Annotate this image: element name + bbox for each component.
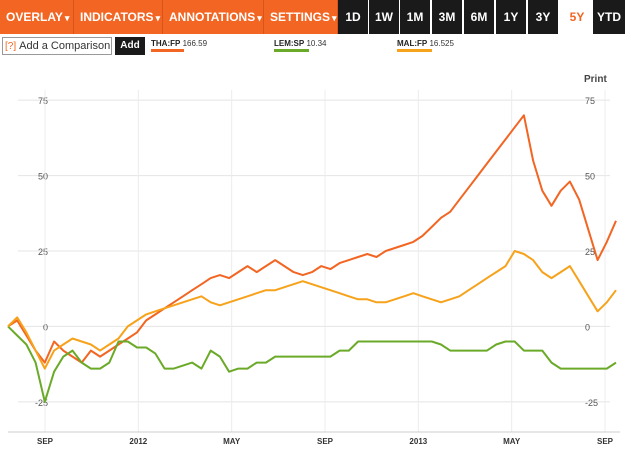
help-icon[interactable]: [?] [5, 41, 17, 52]
y-tick-label-right: -25 [585, 398, 598, 408]
annotations-menu-label: ANNOTATIONS [169, 10, 256, 24]
y-tick-label-left: 75 [38, 96, 48, 106]
series-line-lemsp [7, 325, 617, 403]
y-tick-label-left: -25 [35, 398, 48, 408]
range-1m-button[interactable]: 1M [400, 0, 430, 34]
x-tick-label: MAY [223, 437, 241, 446]
range-3y-button[interactable]: 3Y [528, 0, 558, 34]
legend-swatch-mal [397, 49, 432, 52]
range-1w-button[interactable]: 1W [369, 0, 399, 34]
settings-menu-label: SETTINGS [270, 10, 331, 24]
x-tick-label: 2013 [409, 437, 427, 446]
settings-menu-button[interactable]: SETTINGS ▾ [264, 0, 338, 34]
legend-ticker: MAL:FP [397, 39, 428, 48]
indicators-menu-label: INDICATORS [80, 10, 154, 24]
add-comparison-button[interactable]: Add [115, 37, 145, 55]
series-line-malfp [7, 250, 617, 370]
print-link[interactable]: Print [584, 74, 607, 85]
comparison-row: [?] Add a Comparison Add THA:FP 166.59 LE… [0, 36, 628, 58]
y-tick-label-right: 25 [585, 247, 595, 257]
chevron-down-icon: ▾ [257, 13, 262, 23]
y-tick-label-left: 50 [38, 172, 48, 182]
legend-ticker: LEM:SP [274, 39, 305, 48]
legend-item-tha: THA:FP 166.59 [151, 39, 207, 48]
comparison-input[interactable]: [?] Add a Comparison [2, 37, 112, 55]
y-tick-label-right: 0 [585, 322, 590, 332]
legend-item-lem: LEM:SP 10.34 [274, 39, 327, 48]
range-5y-button[interactable]: 5Y [562, 0, 592, 34]
legend-item-mal: MAL:FP 16.525 [397, 39, 454, 48]
range-3m-button[interactable]: 3M [432, 0, 462, 34]
overlay-menu-button[interactable]: OVERLAY ▾ [0, 0, 74, 34]
annotations-menu-button[interactable]: ANNOTATIONS ▾ [163, 0, 264, 34]
legend-swatch-lem [274, 49, 309, 52]
range-1y-button[interactable]: 1Y [496, 0, 526, 34]
legend-value: 16.525 [429, 39, 454, 48]
y-tick-label-left: 25 [38, 247, 48, 257]
x-tick-label: SEP [597, 437, 614, 446]
chevron-down-icon: ▾ [155, 13, 161, 23]
y-tick-label-right: 50 [585, 172, 595, 182]
legend-swatch-tha [151, 49, 184, 52]
price-chart: 75755050252500-25-25SEP2012MAYSEP2013MAY… [7, 90, 620, 446]
series-line-thafp [7, 114, 617, 364]
chevron-down-icon: ▾ [64, 13, 70, 23]
overlay-menu-label: OVERLAY [6, 10, 63, 24]
range-6m-button[interactable]: 6M [464, 0, 494, 34]
x-tick-label: MAY [503, 437, 521, 446]
x-tick-label: 2012 [129, 437, 147, 446]
comparison-placeholder: Add a Comparison [19, 40, 111, 52]
toolbar: OVERLAY ▾ INDICATORS ▾ ANNOTATIONS ▾ SETTIN… [0, 0, 628, 34]
x-tick-label: SEP [37, 437, 54, 446]
y-tick-label-right: 75 [585, 96, 595, 106]
x-tick-label: SEP [317, 437, 334, 446]
chevron-down-icon: ▾ [332, 13, 337, 23]
legend-ticker: THA:FP [151, 39, 181, 48]
legend-value: 166.59 [182, 39, 208, 48]
legend-value: 10.34 [306, 39, 327, 48]
range-1d-button[interactable]: 1D [338, 0, 368, 34]
range-ytd-button[interactable]: YTD [593, 0, 625, 34]
indicators-menu-button[interactable]: INDICATORS ▾ [74, 0, 163, 34]
